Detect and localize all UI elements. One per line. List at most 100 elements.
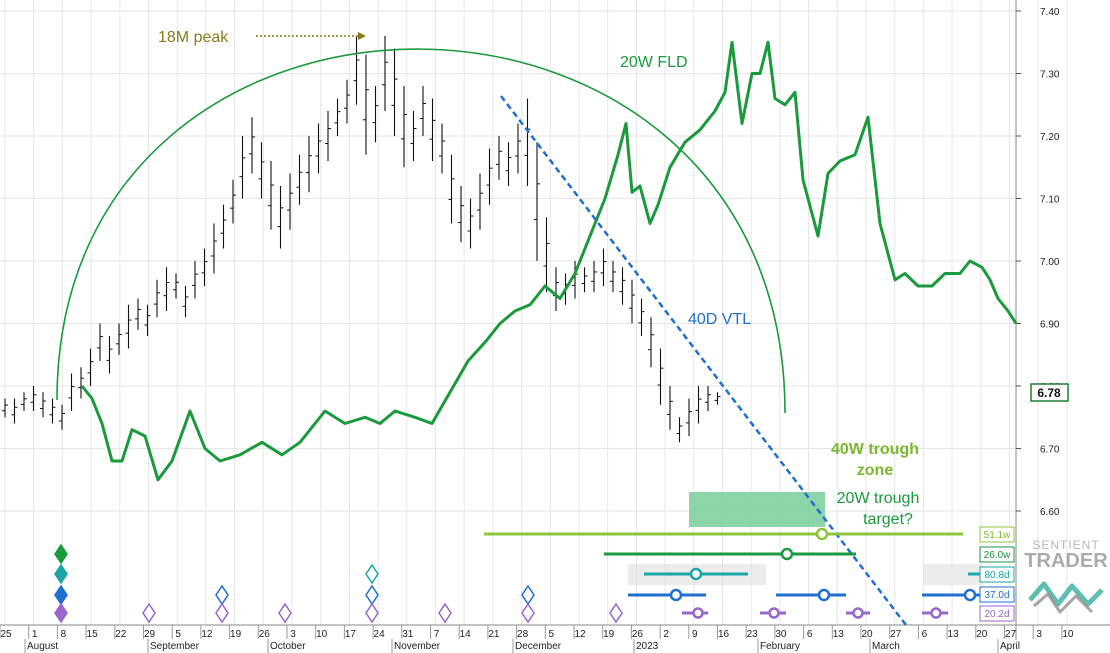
x-tick-label: 12 <box>201 629 213 640</box>
cycle-indicators <box>484 527 983 619</box>
cycle-37d-marker-c <box>963 588 977 602</box>
logo-wave-icon <box>1028 581 1104 607</box>
y-tick-label: 7.10 <box>1040 195 1060 206</box>
annotation-40w-trough: 40W trough <box>831 441 919 458</box>
y-tick-label: 7.30 <box>1040 70 1060 81</box>
trough-diamonds <box>54 543 623 624</box>
cycle-20d-marker-d <box>930 607 942 619</box>
cycle-51w-marker <box>815 527 829 541</box>
cycle-label-box-37d <box>979 586 1015 603</box>
x-tick-label: 19 <box>603 629 615 640</box>
cycle-37d-marker-a <box>669 588 683 602</box>
last-price-box <box>1030 383 1069 402</box>
vtl-40d-line <box>500 95 907 626</box>
x-tick-label: 5 <box>175 629 181 640</box>
trough-diamond <box>54 602 68 624</box>
month-label: November <box>394 641 441 652</box>
x-tick-label: 21 <box>488 629 500 640</box>
cycle-label-20d: 20.2d <box>984 609 1009 620</box>
x-tick-label: 3 <box>1036 629 1042 640</box>
month-label: August <box>27 641 58 652</box>
cycle-80d-band-right <box>923 564 983 585</box>
annotation-20w-trough-target: target? <box>863 511 913 528</box>
trough-diamond <box>54 563 68 585</box>
logo-wave-icon-2 <box>1033 592 1094 614</box>
x-tick-label: 19 <box>230 629 242 640</box>
x-tick-label: 14 <box>460 629 472 640</box>
x-tick-label: 5 <box>549 629 555 640</box>
y-tick-label: 7.40 <box>1040 7 1060 18</box>
month-label: February <box>760 641 800 652</box>
cycle-labels: 51.1w 26.0w 80.8d 37.0d 20.2d <box>979 526 1015 622</box>
y-tick-label: 6.70 <box>1040 445 1060 456</box>
annotation-40w-trough-zone: zone <box>857 462 894 479</box>
month-label: December <box>515 641 562 652</box>
x-tick-label: 20 <box>861 629 873 640</box>
plot-area <box>0 0 1016 625</box>
trough-diamond <box>142 602 156 624</box>
x-tick-label: 13 <box>948 629 960 640</box>
x-tick-label: 24 <box>374 629 386 640</box>
trough-diamond <box>438 602 452 624</box>
x-tick-label: 1 <box>32 629 38 640</box>
brand-line-2: TRADER <box>1024 550 1108 572</box>
x-tick-label: 28 <box>517 629 529 640</box>
cycle-20d-marker-c <box>852 607 864 619</box>
x-tick-label: 6 <box>807 629 813 640</box>
y-tick-label: 7.00 <box>1040 257 1060 268</box>
trough-diamond <box>609 602 623 624</box>
x-tick-label: 27 <box>890 629 902 640</box>
trough-diamond <box>278 602 292 624</box>
cycle-20d-marker-a <box>692 607 704 619</box>
month-label: September <box>150 641 200 652</box>
cycle-20d-marker-b <box>768 607 780 619</box>
cycle-label-26w: 26.0w <box>984 550 1011 561</box>
x-tick-label: 20 <box>976 629 988 640</box>
x-tick-label: 13 <box>833 629 845 640</box>
sentient-trader-logo: SENTIENT TRADER <box>1024 538 1108 614</box>
x-tick-label: 22 <box>115 629 127 640</box>
annotation-40d-vtl: 40D VTL <box>688 311 751 328</box>
last-price-label: 6.78 <box>1037 386 1061 400</box>
month-label: March <box>872 641 900 652</box>
x-tick-label: 30 <box>775 629 787 640</box>
x-tick-label: 9 <box>692 629 698 640</box>
cycle-label-51w: 51.1w <box>984 530 1011 541</box>
month-label: October <box>270 641 306 652</box>
x-tick-label: 3 <box>290 629 296 640</box>
x-tick-label: 6 <box>922 629 928 640</box>
x-tick-label: 16 <box>718 629 730 640</box>
peak-arrow-head <box>358 32 366 40</box>
annotation-20w-fld: 20W FLD <box>620 54 688 71</box>
month-label: April <box>1000 641 1020 652</box>
x-tick-label: 10 <box>316 629 328 640</box>
x-tick-label: 17 <box>345 629 357 640</box>
trough-zone-box <box>689 492 825 527</box>
y-tick-label: 7.20 <box>1040 132 1060 143</box>
x-tick-label: 31 <box>402 629 414 640</box>
price-bars <box>2 36 721 443</box>
y-tick-label: 6.90 <box>1040 320 1060 331</box>
x-tick-label: 7 <box>434 629 440 640</box>
month-label: 2023 <box>636 641 659 652</box>
x-tick-label: 8 <box>61 629 67 640</box>
x-tick-label: 27 <box>1005 629 1017 640</box>
x-tick-label: 2 <box>663 629 669 640</box>
annotation-20w-trough: 20W trough <box>837 490 920 507</box>
x-tick-label: 12 <box>574 629 586 640</box>
x-tick-label: 15 <box>87 629 99 640</box>
cycle-label-37d: 37.0d <box>984 590 1009 601</box>
annotation-18m-peak: 18M peak <box>158 29 229 46</box>
y-tick-label: 6.60 <box>1040 507 1060 518</box>
trough-diamond <box>365 563 379 585</box>
brand-line-1: SENTIENT <box>1032 538 1099 552</box>
trough-diamond <box>365 602 379 624</box>
fld-20w-line <box>80 40 1018 482</box>
x-tick-label: 23 <box>747 629 759 640</box>
cycle-80d-marker <box>689 567 703 581</box>
trough-diamond <box>521 602 535 624</box>
x-tick-label: 25 <box>0 629 12 640</box>
trough-diamond <box>215 602 229 624</box>
cycle-arc-18m <box>56 48 786 414</box>
